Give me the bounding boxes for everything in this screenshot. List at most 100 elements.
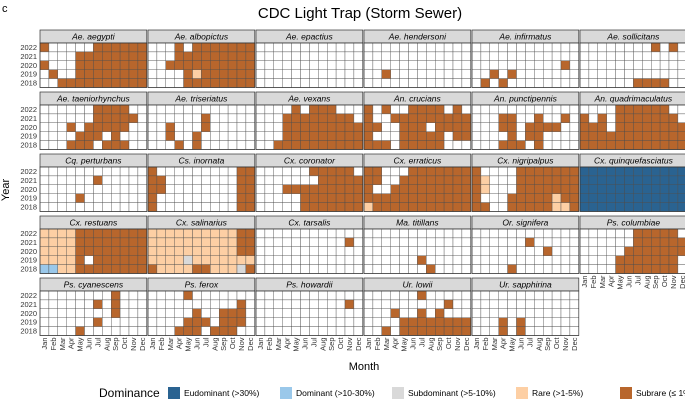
- heatmap-cell: [461, 140, 471, 150]
- heatmap-cell: [273, 290, 283, 301]
- heatmap-cell: [534, 175, 544, 185]
- heatmap-cell: [471, 308, 482, 318]
- heatmap-cell: [201, 290, 211, 301]
- heatmap-cell: [119, 131, 130, 141]
- heatmap-cell: [300, 202, 310, 212]
- heatmap-cell: [318, 255, 328, 265]
- heatmap-cell: [461, 228, 471, 239]
- heatmap-cell: [353, 60, 363, 70]
- heatmap-cell: [210, 113, 220, 124]
- heatmap-cell: [93, 166, 103, 177]
- heatmap-cell: [560, 237, 571, 247]
- heatmap-cell: [471, 299, 482, 309]
- heatmap-cell: [156, 184, 166, 194]
- heatmap-cell: [174, 184, 184, 194]
- heatmap-cell: [273, 299, 283, 309]
- heatmap-cell: [255, 299, 266, 309]
- heatmap-cell: [165, 140, 175, 150]
- heatmap-cell: [516, 69, 526, 79]
- heatmap-cell: [525, 264, 535, 274]
- heatmap-cell: [201, 255, 211, 265]
- heatmap-cell: [597, 264, 607, 274]
- heatmap-cell: [66, 193, 76, 203]
- x-tick-label: Sep: [327, 338, 336, 351]
- heatmap-cell: [335, 122, 346, 132]
- heatmap-cell: [569, 175, 580, 185]
- heatmap-cell: [363, 193, 374, 203]
- heatmap-cell: [255, 131, 266, 141]
- heatmap-cell: [659, 264, 670, 274]
- heatmap-cell: [372, 308, 382, 318]
- heatmap-cell: [353, 175, 363, 185]
- heatmap-cell: [344, 78, 355, 88]
- heatmap-cell: [174, 51, 184, 62]
- heatmap-cell: [192, 113, 202, 124]
- heatmap-cell: [245, 290, 255, 301]
- heatmap-cell: [633, 184, 643, 194]
- heatmap-cell: [335, 78, 346, 88]
- heatmap-cell: [426, 166, 436, 177]
- heatmap-cell: [227, 290, 238, 301]
- x-tick-label: Oct: [120, 337, 129, 350]
- heatmap-cell: [588, 69, 599, 79]
- heatmap-cell: [452, 202, 463, 212]
- heatmap-cell: [677, 175, 685, 185]
- heatmap-cell: [128, 290, 139, 301]
- heatmap-cell: [426, 131, 436, 141]
- heatmap-cell: [363, 246, 374, 256]
- heatmap-cell: [282, 317, 292, 327]
- heatmap-cell: [569, 308, 580, 318]
- heatmap-cell: [236, 202, 247, 212]
- heatmap-cell: [372, 264, 382, 274]
- heatmap-cell: [615, 255, 625, 265]
- heatmap-cell: [363, 166, 374, 177]
- heatmap-cell: [57, 140, 67, 150]
- heatmap-cell: [516, 140, 526, 150]
- heatmap-cell: [642, 51, 652, 62]
- heatmap-cell: [489, 193, 499, 203]
- x-tick-label: May: [400, 337, 409, 351]
- heatmap-cell: [327, 166, 337, 177]
- heatmap-cell: [543, 228, 553, 239]
- heatmap-cell: [245, 78, 255, 88]
- heatmap-cell: [579, 51, 590, 62]
- heatmap-cell: [480, 308, 490, 318]
- heatmap-cell: [39, 78, 50, 88]
- heatmap-cell: [291, 122, 301, 132]
- heatmap-cell: [327, 175, 337, 185]
- heatmap-cell: [344, 299, 355, 309]
- heatmap-cell: [399, 69, 409, 79]
- heatmap-cell: [110, 42, 121, 53]
- heatmap-cell: [677, 246, 685, 256]
- x-tick-label: Sep: [435, 338, 444, 351]
- heatmap-cell: [551, 264, 562, 274]
- heatmap-cell: [390, 290, 400, 301]
- heatmap-cell: [344, 69, 355, 79]
- heatmap-cell: [75, 60, 85, 70]
- heatmap-cell: [273, 60, 283, 70]
- heatmap-cell: [408, 175, 418, 185]
- heatmap-cell: [128, 184, 139, 194]
- heatmap-cell: [273, 78, 283, 88]
- heatmap-cell: [245, 113, 255, 124]
- heatmap-cell: [39, 299, 50, 309]
- heatmap-cell: [245, 69, 255, 79]
- heatmap-cell: [327, 131, 337, 141]
- heatmap-cell: [245, 246, 255, 256]
- heatmap-cell: [435, 184, 445, 194]
- heatmap-cell: [210, 228, 220, 239]
- y-tick-label: 2020: [20, 185, 37, 194]
- heatmap-cell: [633, 237, 643, 247]
- heatmap-cell: [461, 122, 471, 132]
- heatmap-cell: [353, 104, 363, 115]
- heatmap-cell: [192, 69, 202, 79]
- heatmap-cell: [426, 255, 436, 265]
- heatmap-cell: [156, 113, 166, 124]
- heatmap-cell: [255, 140, 266, 150]
- heatmap-cell: [615, 42, 625, 53]
- facet-cx-erraticus: Cx. erraticus: [363, 153, 472, 212]
- heatmap-cell: [165, 60, 175, 70]
- heatmap-cell: [461, 166, 471, 177]
- heatmap-cell: [426, 246, 436, 256]
- heatmap-cell: [659, 184, 670, 194]
